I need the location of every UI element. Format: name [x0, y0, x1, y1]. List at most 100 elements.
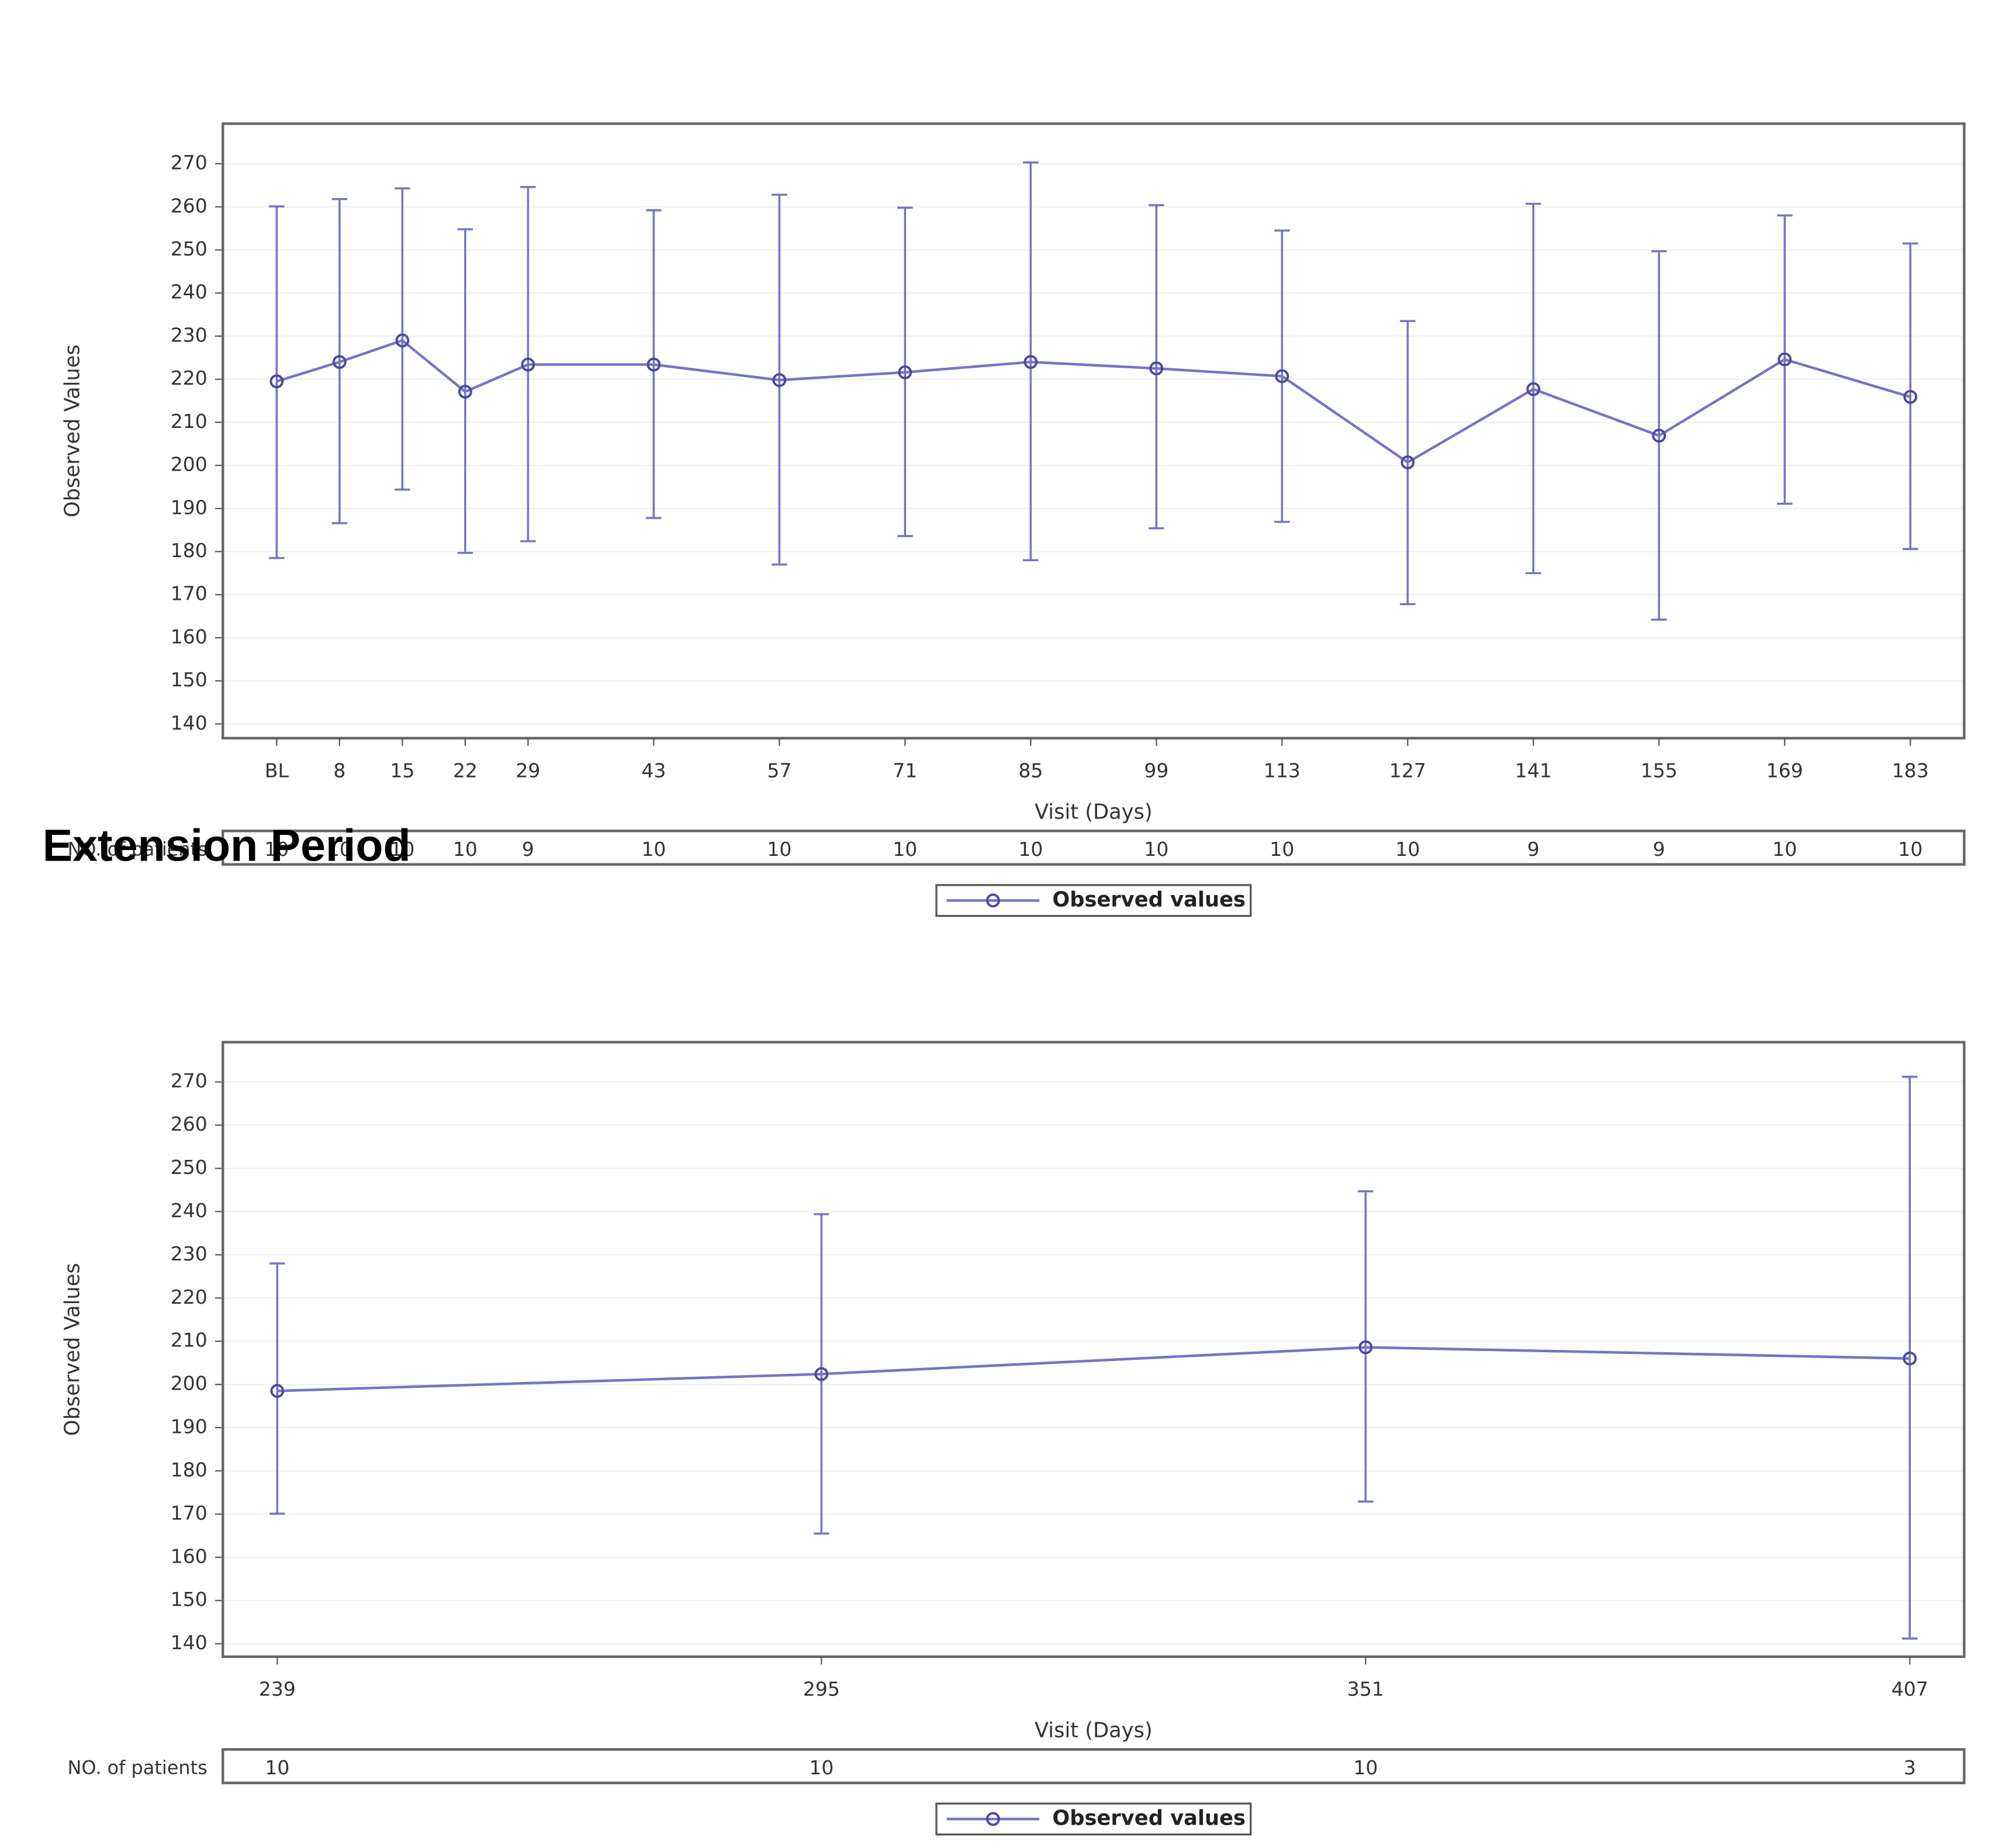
x-tick-label: 22 — [453, 759, 478, 782]
x-tick-label: 155 — [1641, 759, 1678, 782]
y-tick-label: 200 — [171, 453, 207, 476]
chart-panel: Extension Period 140 150 160 170 180 190 200 210… — [43, 821, 1966, 1836]
plot-frame — [222, 122, 1966, 740]
legend-label: Observed values — [1052, 887, 1246, 911]
data-point — [1903, 389, 1918, 404]
data-point — [1358, 1340, 1373, 1355]
patient-count: 10 — [1353, 1756, 1378, 1779]
x-tick-label: 113 — [1264, 759, 1301, 782]
y-tick-label: 260 — [171, 194, 207, 217]
legend-marker — [986, 893, 1000, 908]
data-point — [814, 1367, 829, 1381]
y-tick-label: 190 — [171, 1415, 207, 1438]
y-tick-label: 270 — [171, 151, 207, 174]
x-tick-label: 169 — [1766, 759, 1803, 782]
patients-label: NO. of patients — [68, 838, 207, 860]
y-tick-label: 240 — [171, 1199, 207, 1222]
y-tick-label: 270 — [171, 1069, 207, 1092]
patient-count: 10 — [1772, 838, 1797, 861]
patient-count: 9 — [1653, 838, 1665, 861]
chart-title: Extension Period — [43, 821, 411, 871]
data-point — [270, 1384, 285, 1398]
y-tick-label: 160 — [171, 625, 207, 648]
patients-box — [222, 1748, 1966, 1784]
series-line — [276, 338, 1911, 464]
x-tick-label: 127 — [1389, 759, 1426, 782]
y-tick-label: 140 — [171, 1631, 207, 1654]
y-tick-label: 200 — [171, 1372, 207, 1395]
y-tick-label: 250 — [171, 1156, 207, 1179]
patient-count: 10 — [1898, 838, 1922, 861]
patient-count: 10 — [265, 1756, 289, 1779]
y-tick-label: 150 — [171, 1588, 207, 1611]
y-tick-label: 180 — [171, 539, 207, 562]
patient-count: 10 — [264, 838, 289, 861]
y-tick-label: 220 — [171, 367, 207, 389]
data-point — [1903, 1351, 1917, 1366]
y-tick-label: 210 — [171, 410, 207, 433]
y-tick-label: 220 — [171, 1286, 207, 1308]
y-tick-label: 250 — [171, 237, 207, 260]
patient-count: 10 — [767, 838, 791, 861]
x-tick-label: 295 — [803, 1678, 840, 1701]
y-tick-label: 140 — [171, 711, 207, 734]
x-tick-label: 351 — [1347, 1678, 1384, 1701]
y-tick-label: 240 — [171, 281, 207, 303]
patient-count: 10 — [453, 838, 478, 861]
patient-count: 10 — [1395, 838, 1420, 861]
patient-count: 3 — [1904, 1756, 1916, 1779]
y-tick-label: 210 — [171, 1329, 207, 1352]
data-point — [1149, 361, 1164, 376]
patient-count: 10 — [390, 838, 414, 861]
x-tick-label: 71 — [893, 759, 917, 782]
patient-count: 10 — [1018, 838, 1043, 861]
y-tick-label: 190 — [171, 496, 207, 519]
series-line — [277, 1346, 1910, 1393]
patient-count: 9 — [522, 838, 534, 861]
x-axis-label: Visit (Days) — [1035, 800, 1153, 824]
x-tick-label: 183 — [1892, 759, 1929, 782]
legend-label: Observed values — [1052, 1806, 1246, 1830]
x-tick-label: 239 — [259, 1678, 296, 1701]
patient-count: 10 — [1144, 838, 1168, 861]
data-point — [646, 357, 661, 372]
y-tick-label: 230 — [171, 1242, 207, 1265]
patient-count: 10 — [641, 838, 666, 861]
legend-box — [935, 1802, 1252, 1836]
data-point — [1526, 382, 1541, 396]
y-tick-label: 170 — [171, 582, 207, 605]
data-point — [1023, 355, 1038, 369]
y-axis-label: Observed Values — [61, 1263, 85, 1436]
chart-panel: Initial Evaluation Period140150160170180… — [61, 122, 1966, 917]
x-axis-label: Visit (Days) — [1035, 1719, 1153, 1743]
data-point — [458, 385, 472, 399]
data-point — [1275, 369, 1289, 384]
data-point — [395, 333, 410, 348]
plot-frame — [222, 1041, 1966, 1658]
y-tick-label: 180 — [171, 1458, 207, 1481]
y-tick-label: 150 — [171, 668, 207, 691]
patient-count: 9 — [1527, 838, 1540, 861]
data-point — [1777, 352, 1792, 367]
x-tick-label: 8 — [333, 759, 345, 782]
data-point — [1652, 429, 1666, 443]
x-tick-label: 57 — [767, 759, 791, 782]
x-tick-label: 407 — [1891, 1678, 1928, 1701]
data-point — [898, 365, 912, 379]
y-tick-label: 170 — [171, 1501, 207, 1524]
data-point — [332, 355, 347, 369]
x-tick-label: 85 — [1018, 759, 1043, 782]
y-tick-label: 160 — [171, 1545, 207, 1567]
patients-label: NO. of patients — [68, 1756, 207, 1778]
data-point — [521, 357, 535, 372]
x-tick-label: 99 — [1144, 759, 1168, 782]
x-tick-label: 43 — [641, 759, 666, 782]
y-axis-label: Observed Values — [61, 344, 85, 517]
x-tick-label: 15 — [390, 759, 414, 782]
x-tick-label: BL — [265, 759, 289, 782]
data-point — [269, 374, 284, 389]
data-point — [772, 373, 787, 388]
patient-count: 10 — [893, 838, 917, 861]
